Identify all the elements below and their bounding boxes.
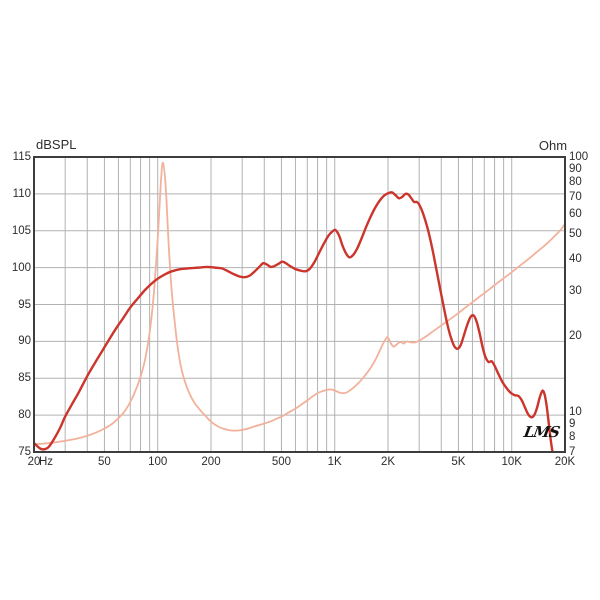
y-right-tick-50: 50 xyxy=(569,227,582,240)
y-left-tick-115: 115 xyxy=(12,151,31,163)
y-right-tick-30: 30 xyxy=(569,284,582,297)
y-left-tick-100: 100 xyxy=(11,261,31,274)
y-right-tick-70: 70 xyxy=(569,190,582,203)
y-left-tick-90: 90 xyxy=(18,335,31,348)
x-tick-20: 20 xyxy=(27,456,41,468)
y-right-tick-80: 80 xyxy=(569,175,582,188)
left-axis-title: dBSPL xyxy=(36,137,77,152)
y-right-tick-100: 100 xyxy=(569,151,589,163)
y-left-tick-80: 80 xyxy=(18,409,31,422)
y-left-tick-110: 110 xyxy=(12,187,31,200)
x-tick-500: 500 xyxy=(271,456,292,468)
y-left-tick-105: 105 xyxy=(11,224,31,237)
y-right-tick-20: 20 xyxy=(569,329,582,342)
x-tick-10K: 10K xyxy=(501,456,522,468)
y-right-tick-7: 7 xyxy=(569,446,576,458)
y-left-tick-85: 85 xyxy=(18,372,31,385)
x-tick-2K: 2K xyxy=(380,456,396,468)
grid-lines xyxy=(34,157,565,452)
x-tick-5K: 5K xyxy=(451,456,466,468)
y-right-tick-60: 60 xyxy=(569,207,582,220)
y-right-tick-10: 10 xyxy=(569,406,582,419)
x-tick-1K: 1K xyxy=(327,456,342,468)
x-tick-20K: 20K xyxy=(554,456,576,468)
y-right-tick-9: 9 xyxy=(569,418,576,431)
plot-border xyxy=(33,156,566,453)
x-tick-200: 200 xyxy=(201,456,221,468)
y-right-tick-8: 8 xyxy=(569,431,576,444)
lms-logo: LMS xyxy=(522,423,561,441)
y-right-tick-90: 90 xyxy=(569,162,582,175)
impedance-curve xyxy=(35,161,564,446)
x-axis-unit: Hz xyxy=(38,456,54,468)
spl-response-curve xyxy=(35,191,554,451)
x-tick-100: 100 xyxy=(148,456,168,468)
x-tick-50: 50 xyxy=(98,456,111,468)
y-left-tick-95: 95 xyxy=(18,298,31,311)
y-right-tick-40: 40 xyxy=(569,252,582,265)
right-axis-title: Ohm xyxy=(538,138,568,153)
y-left-tick-75: 75 xyxy=(18,446,31,458)
